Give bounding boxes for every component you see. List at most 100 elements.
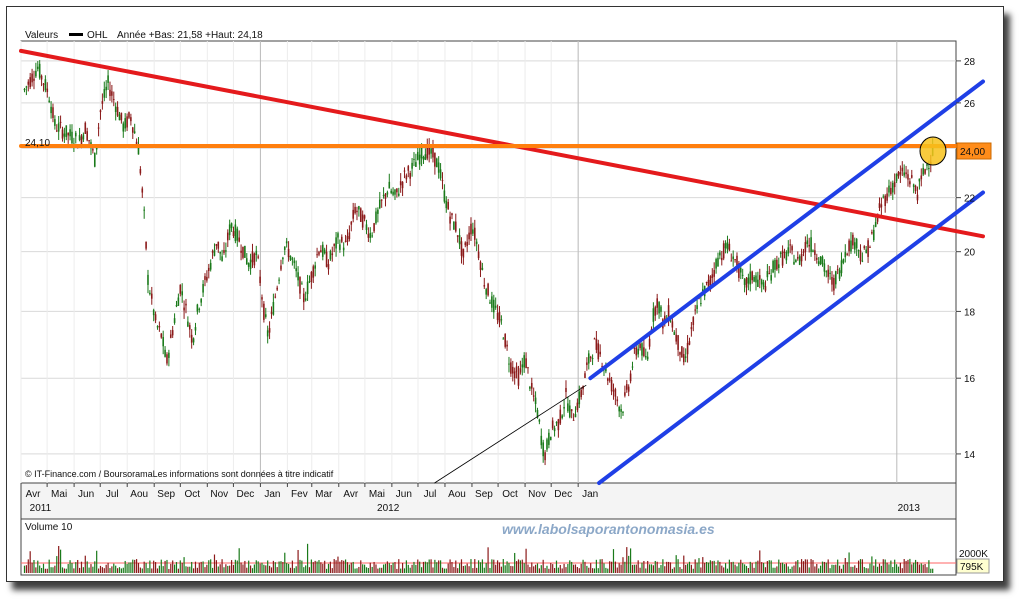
volume-bar [631, 564, 634, 573]
volume-bar [134, 559, 136, 573]
candle-body [78, 135, 81, 141]
x-axis-panel [20, 482, 957, 520]
volume-bar [447, 563, 449, 573]
candle-body [255, 250, 258, 256]
volume-bar [652, 565, 654, 573]
volume-bar [726, 568, 729, 573]
candle-body [173, 318, 176, 323]
candle-body [677, 335, 679, 350]
volume-bar [907, 559, 909, 573]
candle-body [498, 311, 501, 323]
candle-body [838, 270, 841, 279]
candle-body [111, 91, 113, 96]
volume-bar [544, 568, 546, 573]
range-text: Année +Bas: 21,58 +Haut: 24,18 [117, 30, 263, 41]
volume-bar [601, 559, 603, 573]
candle-body [354, 206, 356, 214]
x-month-label: Oct [502, 489, 518, 500]
volume-bar [316, 561, 318, 573]
x-month-label: Mai [51, 489, 67, 500]
candle-body [663, 315, 666, 320]
x-month-label: Oct [185, 489, 201, 500]
candle-body [827, 269, 829, 277]
volume-bar [191, 561, 193, 573]
candle-body [46, 88, 49, 93]
candle-body [557, 419, 560, 431]
candle-body [610, 379, 613, 392]
candle-body [897, 172, 900, 177]
candle-body [278, 279, 280, 281]
candle-body [715, 259, 717, 269]
volume-bar [420, 567, 423, 573]
candle-body [80, 136, 83, 145]
candle-body [485, 289, 487, 295]
volume-bar [415, 564, 417, 573]
candle-body [192, 338, 195, 343]
volume-bar [240, 562, 242, 573]
volume-bar [916, 561, 919, 573]
volume-bar [426, 562, 428, 573]
candle-body [852, 234, 854, 246]
chart-window: 1416182022242628 AvrMaiJunJulAouSepOctNo… [6, 6, 1004, 582]
candle-body [25, 86, 28, 88]
candle-body [641, 343, 643, 356]
volume-bar [48, 559, 50, 573]
volume-bar [208, 560, 210, 573]
candle-body [812, 250, 814, 252]
candle-body [817, 261, 820, 265]
volume-bar [234, 559, 236, 573]
candle-body [188, 325, 191, 330]
volume-bar [495, 564, 497, 573]
volume-bar [217, 566, 219, 573]
candle-body [456, 235, 459, 237]
candle-body [358, 206, 360, 210]
volume-bar [529, 567, 531, 573]
candle-body [717, 257, 719, 267]
volume-bar [873, 565, 875, 573]
candle-body [272, 302, 275, 315]
volume-bar [512, 566, 514, 573]
volume-bar [850, 566, 852, 573]
volume-bar [707, 562, 710, 573]
candle-body [793, 261, 795, 265]
volume-bar [565, 567, 567, 573]
volume-bar [823, 561, 825, 573]
y-tick-label: 14 [964, 450, 976, 461]
volume-bar [932, 568, 934, 573]
volume-bar [149, 560, 151, 573]
candle-body [774, 259, 776, 270]
candle-body [432, 147, 434, 158]
volume-bar [785, 563, 787, 573]
candle-body [770, 275, 772, 281]
candle-body [711, 274, 714, 279]
volume-bar [375, 564, 377, 573]
x-month-label: Avr [26, 489, 41, 500]
volume-bar [337, 556, 339, 573]
volume-bar [314, 560, 316, 573]
volume-bar [82, 567, 84, 573]
candle-body [405, 175, 408, 180]
candle-body [561, 415, 563, 418]
candle-body [487, 283, 489, 296]
candle-body [304, 298, 307, 301]
candle-body [722, 243, 725, 259]
candle-body [464, 242, 467, 246]
candle-body [86, 131, 88, 141]
volume-bar [857, 560, 860, 573]
volume-bar [297, 549, 299, 573]
candle-body [179, 284, 182, 294]
volume-bar [728, 559, 730, 573]
candle-body [612, 390, 615, 392]
volume-bar [802, 561, 805, 573]
candle-body [411, 162, 413, 169]
volume-bar [761, 562, 763, 573]
x-month-label: Sep [157, 489, 175, 500]
candle-body [339, 244, 341, 250]
volume-bar [189, 566, 191, 573]
volume-bar [115, 565, 117, 573]
volume-bar [211, 567, 214, 573]
volume-bar [428, 559, 430, 573]
volume-bar [580, 563, 582, 573]
candle-body [441, 179, 444, 182]
volume-bar [812, 560, 814, 573]
